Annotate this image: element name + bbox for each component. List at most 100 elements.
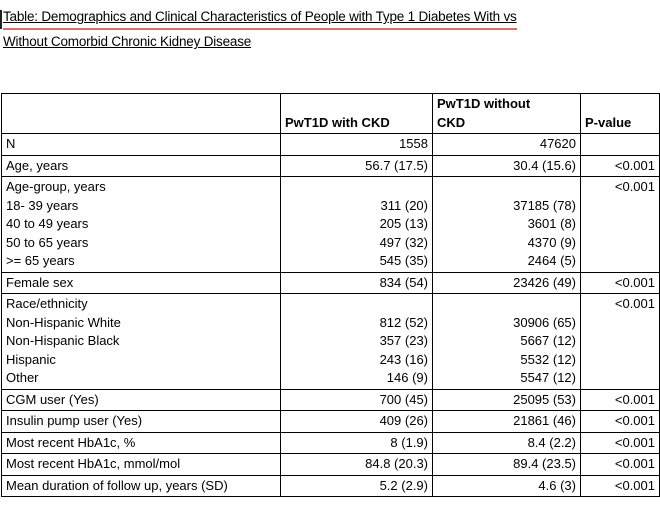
no-ckd-value-cell: 47620 — [432, 133, 581, 156]
no-ckd-value-cell: 4.6 (3) — [432, 474, 581, 497]
header-pwt1d-with-ckd: PwT1D with CKD — [280, 93, 433, 134]
table-title: Table: Demographics and Clinical Charact… — [3, 5, 660, 54]
cell-line: 497 (32) — [379, 234, 428, 250]
cell-line — [437, 178, 576, 197]
ckd-value-cell: 409 (26) — [280, 410, 433, 433]
ckd-value-cell: 834 (54) — [280, 271, 433, 294]
no-ckd-value-cell: 89.4 (23.5) — [432, 453, 581, 476]
row-label-cell: Female sex — [1, 271, 281, 294]
cell-line: 30906 (65) — [513, 314, 576, 330]
cell-line — [585, 197, 655, 216]
ckd-value-cell: 8 (1.9) — [280, 431, 433, 454]
cell-line: 205 (13) — [379, 216, 428, 231]
table-row: CGM user (Yes) 700 (45) 25095 (53) <0.001 — [1, 388, 660, 411]
table-row: Age-group, years 18- 39 years 40 to 49 yea… — [1, 176, 660, 273]
p-value-cell: <0.001 — [580, 271, 660, 294]
cell-line: 4370 (9) — [527, 234, 576, 250]
header-p-value: P-value — [580, 93, 660, 134]
cell-line — [285, 295, 428, 314]
document-page: Table: Demographics and Clinical Charact… — [0, 5, 660, 509]
cell-line: 3601 (8) — [527, 216, 576, 231]
cell-line: 146 (9) — [386, 370, 428, 385]
cell-line: 5532 (12) — [520, 351, 576, 367]
row-label-cell: N — [1, 133, 281, 156]
no-ckd-value-cell: 8.4 (2.2) — [432, 431, 581, 454]
p-value-cell: <0.001 — [580, 431, 660, 454]
cell-line — [585, 252, 655, 271]
ckd-value-cell: 56.7 (17.5) — [280, 154, 433, 177]
table-row: Mean duration of follow up, years (SD) 5.… — [1, 474, 660, 497]
cell-line: 545 (35) — [379, 253, 428, 268]
no-ckd-value-cell: 30906 (65) 5667 (12) 5532 (12) 5547 (12) — [432, 293, 581, 390]
p-value-cell: <0.001 — [580, 410, 660, 433]
table-row: Insulin pump user (Yes) 409 (26) 21861 (46… — [1, 410, 660, 433]
row-label-cell: Insulin pump user (Yes) — [1, 410, 281, 433]
title-line-1: Table: Demographics and Clinical Charact… — [3, 6, 517, 30]
cell-line — [585, 215, 655, 234]
no-ckd-value-cell: 23426 (49) — [432, 271, 581, 294]
cell-line: <0.001 — [614, 296, 655, 311]
cell-line — [437, 295, 576, 314]
demographics-table: PwT1D with CKD PwT1D without CKD P-value… — [1, 93, 660, 497]
cell-line: 2464 (5) — [527, 253, 576, 268]
ckd-value-cell: 311 (20) 205 (13) 497 (32) 545 (35) — [280, 176, 433, 273]
table-row: Most recent HbA1c, % 8 (1.9) 8.4 (2.2) <0.0… — [1, 431, 660, 454]
row-label-cell: Most recent HbA1c, % — [1, 431, 281, 454]
title-line-2: Without Comorbid Chronic Kidney Disease — [3, 34, 252, 49]
p-value-cell: <0.001 — [580, 453, 660, 476]
cell-line: >= 65 years — [6, 253, 75, 268]
cell-line — [585, 369, 655, 388]
cell-line: Hispanic — [6, 351, 56, 367]
row-label-cell: Age-group, years 18- 39 years 40 to 49 yea… — [1, 176, 281, 273]
text-cursor — [0, 10, 2, 29]
ckd-value-cell: 700 (45) — [280, 388, 433, 411]
row-label-cell: Race/ethnicity Non-Hispanic White Non-Hisp… — [1, 293, 281, 390]
table-row: N 1558 47620 — [1, 133, 660, 156]
cell-line: 50 to 65 years — [6, 234, 89, 250]
header-empty-cell — [1, 93, 281, 134]
cell-line — [585, 351, 655, 370]
p-value-cell: <0.001 — [580, 388, 660, 411]
cell-line: Race/ethnicity — [6, 296, 88, 311]
cell-line: 5547 (12) — [520, 370, 576, 385]
cell-line: Non-Hispanic Black — [6, 333, 120, 348]
cell-line: 812 (52) — [379, 314, 428, 330]
row-label-cell: Most recent HbA1c, mmol/mol — [1, 453, 281, 476]
p-value-cell: <0.001 — [580, 474, 660, 497]
p-value-cell: <0.001 — [580, 154, 660, 177]
cell-line — [585, 234, 655, 253]
row-label-cell: Age, years — [1, 154, 281, 177]
ckd-value-cell: 84.8 (20.3) — [280, 453, 433, 476]
p-value-cell: <0.001 — [580, 176, 660, 273]
cell-line: 5667 (12) — [520, 333, 576, 348]
cell-line: 18- 39 years — [6, 197, 79, 213]
no-ckd-value-cell: 37185 (78) 3601 (8) 4370 (9) 2464 (5) — [432, 176, 581, 273]
no-ckd-value-cell: 25095 (53) — [432, 388, 581, 411]
cell-line: Other — [6, 370, 39, 385]
no-ckd-value-cell: 30.4 (15.6) — [432, 154, 581, 177]
p-value-cell: <0.001 — [580, 293, 660, 390]
table-row: Race/ethnicity Non-Hispanic White Non-Hisp… — [1, 293, 660, 390]
cell-line: Age-group, years — [6, 179, 106, 194]
cell-line: 40 to 49 years — [6, 216, 89, 231]
table-row: Most recent HbA1c, mmol/mol 84.8 (20.3) 89… — [1, 453, 660, 476]
ckd-value-cell: 812 (52) 357 (23) 243 (16) 146 (9) — [280, 293, 433, 390]
ckd-value-cell: 1558 — [280, 133, 433, 156]
cell-line — [585, 332, 655, 351]
row-label-cell: CGM user (Yes) — [1, 388, 281, 411]
cell-line: 243 (16) — [379, 351, 428, 367]
row-label-cell: Mean duration of follow up, years (SD) — [1, 474, 281, 497]
header-pwt1d-without-ckd: PwT1D without CKD — [432, 93, 581, 134]
cell-line: 311 (20) — [380, 197, 428, 213]
cell-line: Non-Hispanic White — [6, 314, 121, 330]
ckd-value-cell: 5.2 (2.9) — [280, 474, 433, 497]
header-row: PwT1D with CKD PwT1D without CKD P-value — [1, 93, 660, 134]
no-ckd-value-cell: 21861 (46) — [432, 410, 581, 433]
cell-line: <0.001 — [614, 179, 655, 194]
cell-line: 37185 (78) — [513, 197, 576, 213]
p-value-cell — [580, 133, 660, 156]
cell-line — [585, 314, 655, 333]
table-row: Age, years 56.7 (17.5) 30.4 (15.6) <0.001 — [1, 154, 660, 177]
table-body: N 1558 47620 Age, years 56.7 (17.5) 30.4 (15.… — [1, 133, 660, 497]
cell-line: 357 (23) — [379, 333, 428, 348]
